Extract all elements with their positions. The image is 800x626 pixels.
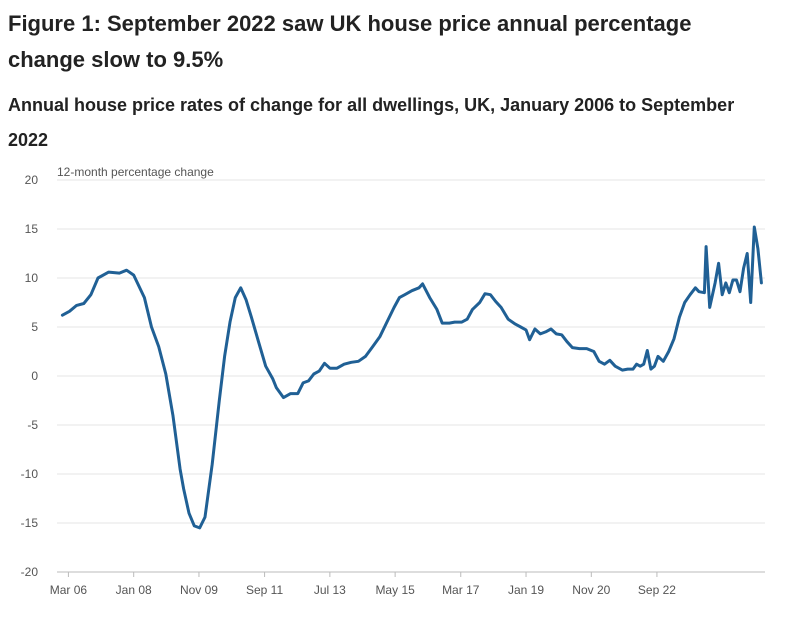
series-line bbox=[60, 225, 763, 530]
x-axis: Mar 06 Jan 08 Nov 09 Sep 11 Jul 13 May 15 Mar … bbox=[50, 571, 765, 597]
y-tick-label: 10 bbox=[25, 271, 39, 285]
y-tick-label: 5 bbox=[31, 320, 38, 334]
y-axis-label: 12-month percentage change bbox=[57, 165, 214, 179]
x-tick-label: Jan 19 bbox=[508, 583, 544, 597]
y-tick-label: -20 bbox=[21, 565, 39, 579]
y-tick-label: 15 bbox=[25, 222, 39, 236]
series-group bbox=[60, 225, 763, 530]
y-tick-label: 0 bbox=[31, 369, 38, 383]
y-axis-ticks: 20 15 10 5 0 -5 -10 -15 -20 bbox=[21, 173, 39, 579]
x-tick-label: Mar 06 bbox=[50, 583, 88, 597]
x-tick-label: Jan 08 bbox=[116, 583, 152, 597]
figure-title: Figure 1: September 2022 saw UK house pr… bbox=[8, 11, 692, 72]
y-tick-label: -10 bbox=[21, 467, 39, 481]
y-tick-label: -5 bbox=[27, 418, 38, 432]
gridlines bbox=[57, 179, 765, 524]
y-tick-label: 20 bbox=[25, 173, 39, 187]
x-tick-label: Nov 20 bbox=[572, 583, 610, 597]
chart-subtitle: Annual house price rates of change for a… bbox=[8, 95, 735, 150]
x-tick-label: Jul 13 bbox=[314, 583, 346, 597]
y-tick-label: -15 bbox=[21, 516, 39, 530]
x-tick-label: May 15 bbox=[375, 583, 415, 597]
x-tick-label: Sep 11 bbox=[246, 583, 283, 597]
x-tick-label: Sep 22 bbox=[638, 583, 676, 597]
x-tick-label: Nov 09 bbox=[180, 583, 218, 597]
x-tick-label: Mar 17 bbox=[442, 583, 480, 597]
